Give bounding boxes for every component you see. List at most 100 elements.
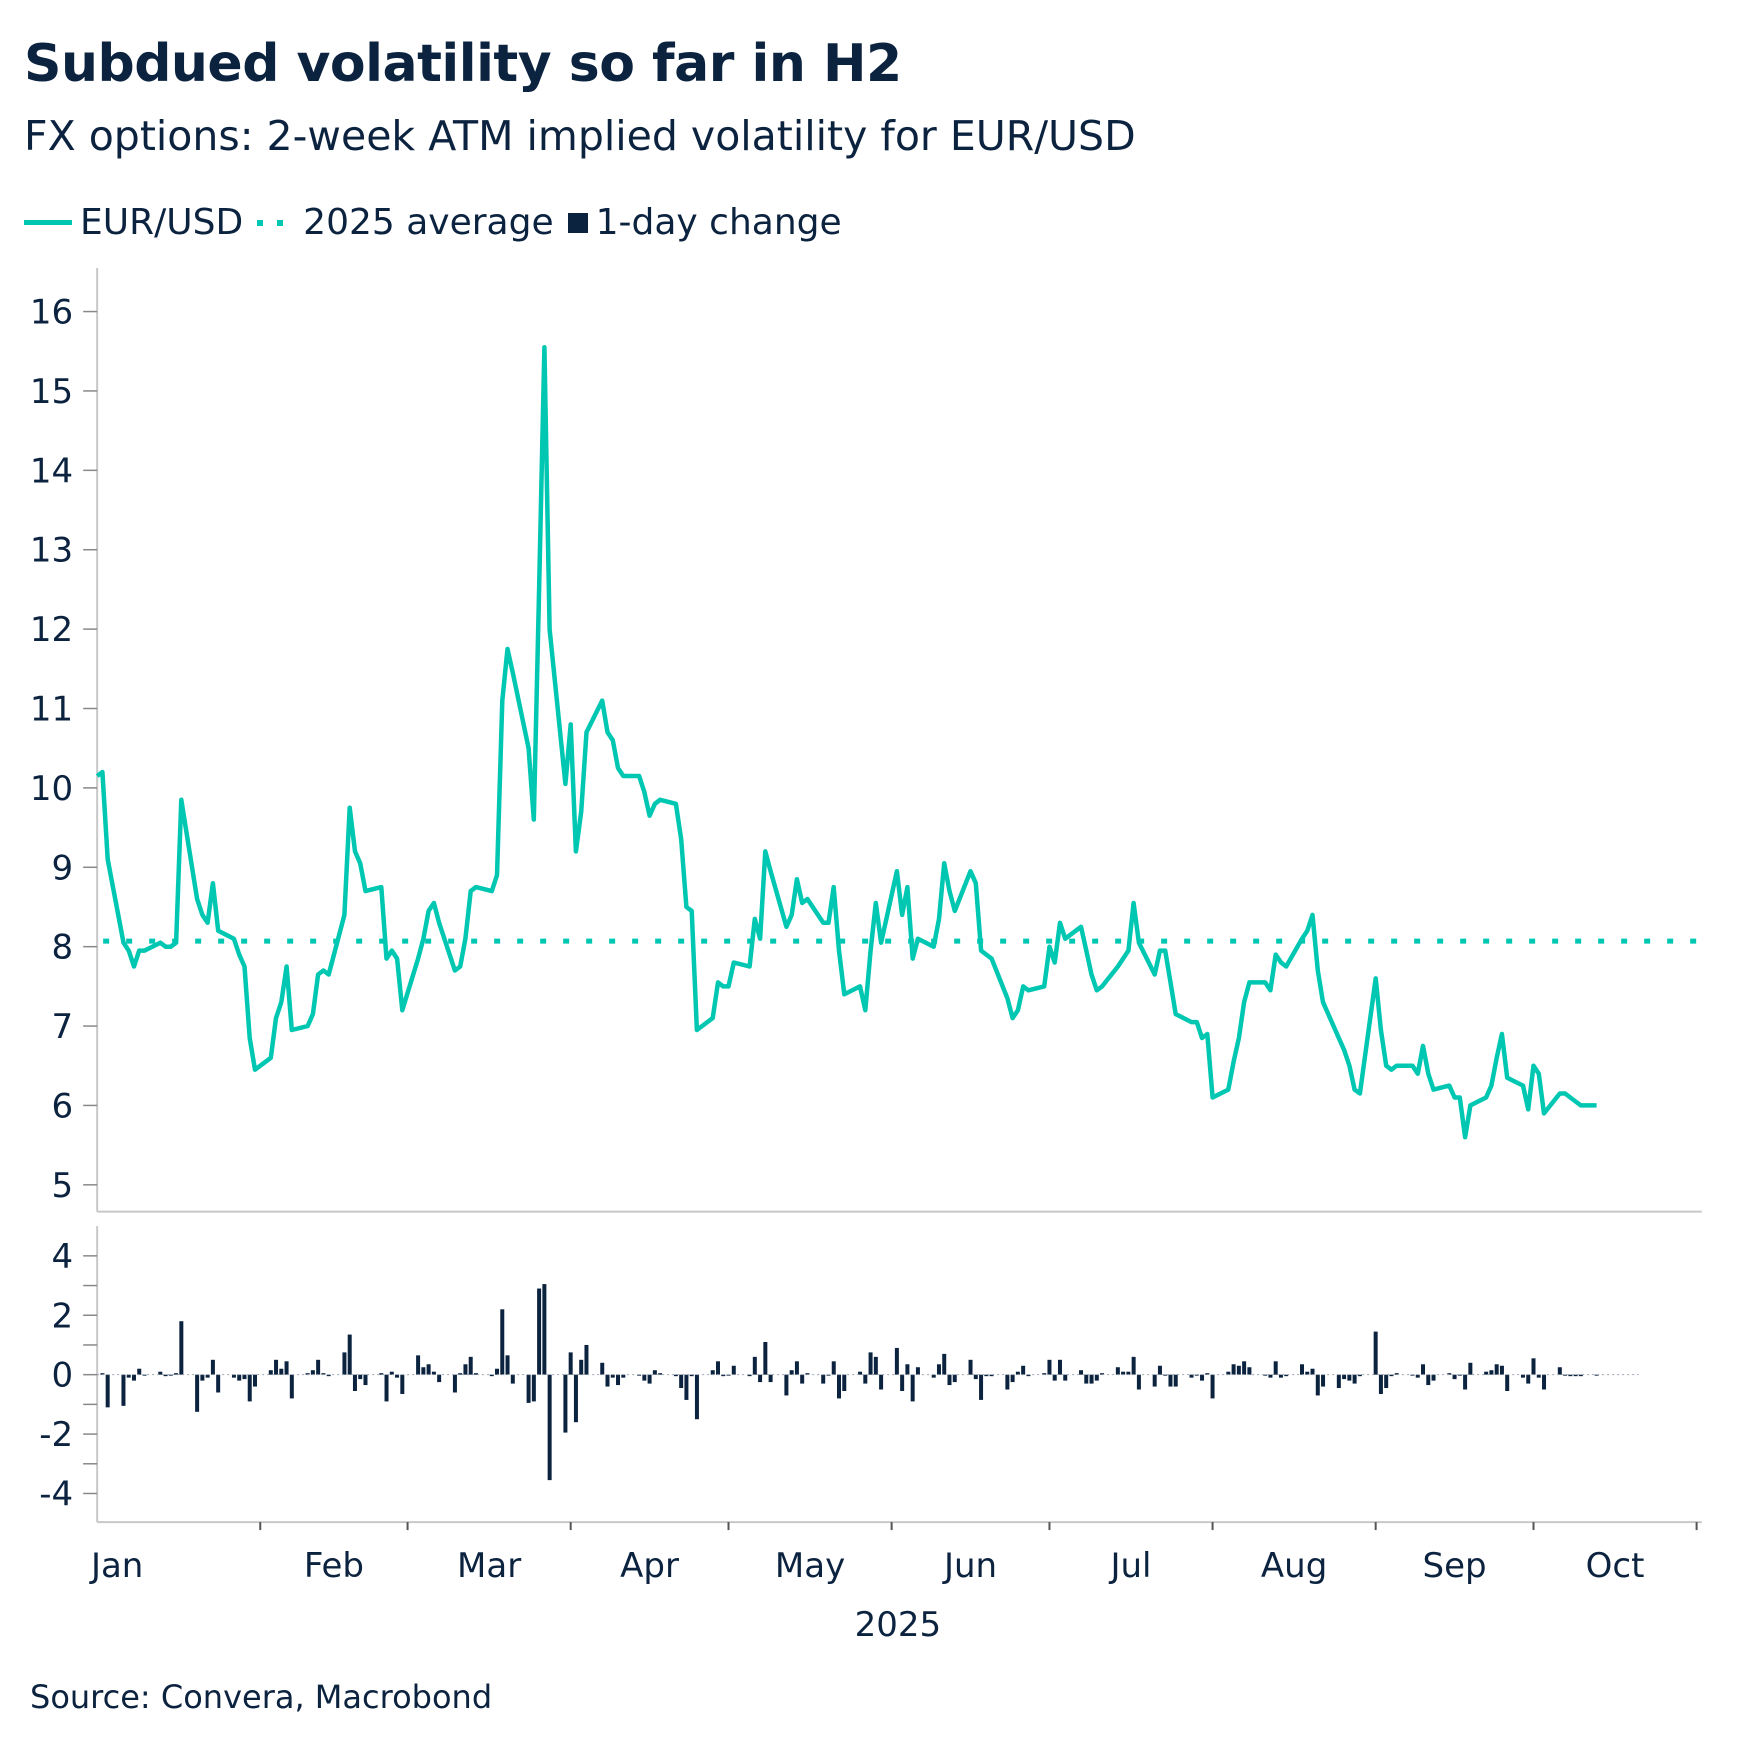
change-bar bbox=[268, 1370, 273, 1375]
change-bar bbox=[131, 1374, 136, 1381]
change-bar bbox=[158, 1371, 163, 1375]
change-bar bbox=[1357, 1374, 1362, 1377]
change-bar bbox=[1557, 1367, 1562, 1375]
change-bar bbox=[658, 1373, 663, 1375]
change-bar bbox=[900, 1374, 905, 1392]
lower-y-tick-label: 0 bbox=[52, 1356, 74, 1396]
change-bar bbox=[395, 1374, 400, 1378]
change-bar bbox=[858, 1371, 863, 1375]
change-bar bbox=[652, 1370, 657, 1375]
change-bar bbox=[1389, 1374, 1394, 1377]
change-bar bbox=[1315, 1374, 1320, 1396]
change-bar bbox=[231, 1374, 236, 1378]
change-bar bbox=[1063, 1374, 1068, 1381]
upper-y-tick-label: 11 bbox=[30, 690, 73, 730]
change-bar bbox=[1415, 1374, 1420, 1378]
change-bar bbox=[316, 1359, 321, 1375]
legend: EUR/USD 2025 average 1-day change bbox=[24, 202, 856, 243]
change-bar bbox=[400, 1374, 405, 1394]
change-bar bbox=[1300, 1364, 1305, 1375]
upper-y-tick-label: 14 bbox=[30, 451, 73, 491]
change-bar bbox=[1152, 1374, 1157, 1387]
upper-y-tick-label: 5 bbox=[52, 1166, 74, 1206]
change-bar bbox=[947, 1374, 952, 1386]
change-bar bbox=[863, 1374, 868, 1384]
change-bar bbox=[984, 1374, 989, 1377]
change-bar bbox=[989, 1374, 994, 1377]
change-bar bbox=[1520, 1374, 1525, 1378]
change-bar bbox=[821, 1374, 826, 1384]
eurusd-series bbox=[95, 345, 1597, 1140]
change-bar bbox=[1131, 1356, 1136, 1375]
lower-y-axis: -4 -2 0 2 4 bbox=[39, 1226, 1702, 1524]
change-bar bbox=[952, 1374, 957, 1383]
change-bar bbox=[573, 1374, 578, 1423]
lower-y-tick-label: 4 bbox=[52, 1237, 74, 1277]
change-bar bbox=[684, 1374, 689, 1400]
change-bar bbox=[352, 1374, 357, 1392]
change-bar bbox=[605, 1374, 610, 1387]
change-bar bbox=[379, 1373, 384, 1375]
change-bar bbox=[721, 1374, 726, 1377]
change-bar bbox=[1047, 1359, 1052, 1375]
change-bar bbox=[358, 1374, 363, 1380]
change-bar bbox=[105, 1374, 110, 1408]
change-bar bbox=[584, 1344, 589, 1375]
change-bar bbox=[1278, 1374, 1283, 1378]
change-bar bbox=[1084, 1374, 1089, 1384]
change-bar bbox=[310, 1370, 315, 1375]
change-bar bbox=[1115, 1367, 1120, 1375]
change-bar bbox=[1321, 1374, 1326, 1387]
change-bar bbox=[1079, 1370, 1084, 1375]
change-bar bbox=[500, 1309, 505, 1375]
x-axis: Jan Feb Mar Apr May Jun Jul Aug Sep Oct bbox=[89, 1522, 1698, 1586]
change-bar bbox=[610, 1374, 615, 1378]
change-bar bbox=[495, 1368, 500, 1375]
change-bar bbox=[542, 1284, 547, 1375]
change-bar bbox=[1226, 1371, 1231, 1375]
change-bar bbox=[1273, 1361, 1278, 1375]
upper-y-tick-label: 6 bbox=[52, 1086, 74, 1126]
change-bar bbox=[894, 1347, 899, 1375]
change-bar bbox=[1347, 1374, 1352, 1381]
change-bar bbox=[1200, 1374, 1205, 1381]
change-bar bbox=[842, 1374, 847, 1392]
change-bar bbox=[794, 1361, 799, 1375]
change-bar bbox=[1173, 1374, 1178, 1387]
change-bar bbox=[452, 1374, 457, 1393]
lower-y-tick-label: -4 bbox=[39, 1474, 73, 1514]
change-bar bbox=[1352, 1374, 1357, 1384]
change-bar bbox=[426, 1364, 431, 1375]
change-bar bbox=[1168, 1374, 1173, 1387]
change-bars bbox=[97, 1284, 1639, 1481]
change-bar bbox=[1310, 1368, 1315, 1375]
change-bar bbox=[789, 1370, 794, 1375]
change-bar bbox=[1231, 1364, 1236, 1375]
change-bar bbox=[942, 1353, 947, 1375]
change-bar bbox=[1210, 1374, 1215, 1399]
change-bar bbox=[1194, 1374, 1199, 1376]
x-axis-title: 2025 bbox=[855, 1605, 942, 1645]
change-bar bbox=[873, 1356, 878, 1375]
change-bar bbox=[621, 1374, 626, 1378]
x-tick-label: Jul bbox=[1108, 1546, 1151, 1586]
x-tick-label: Apr bbox=[620, 1546, 679, 1586]
change-bar bbox=[210, 1359, 215, 1375]
change-bar bbox=[1284, 1374, 1289, 1377]
change-bar bbox=[284, 1361, 289, 1375]
legend-item-average: 2025 average bbox=[257, 202, 554, 243]
upper-y-axis: 5 6 7 8 9 10 11 12 13 14 15 16 bbox=[30, 268, 1702, 1213]
upper-y-tick-label: 8 bbox=[52, 928, 74, 968]
change-bar bbox=[1126, 1371, 1131, 1375]
change-bar bbox=[1021, 1365, 1026, 1375]
change-bar bbox=[1573, 1374, 1578, 1377]
change-bar bbox=[673, 1374, 678, 1377]
change-bar bbox=[1015, 1371, 1020, 1375]
change-bar bbox=[279, 1368, 284, 1375]
x-tick-label: Mar bbox=[457, 1546, 521, 1586]
change-bar bbox=[137, 1368, 142, 1375]
change-bar bbox=[1236, 1365, 1241, 1375]
change-bar bbox=[100, 1373, 105, 1375]
change-bar bbox=[715, 1361, 720, 1375]
change-bar bbox=[168, 1374, 173, 1376]
